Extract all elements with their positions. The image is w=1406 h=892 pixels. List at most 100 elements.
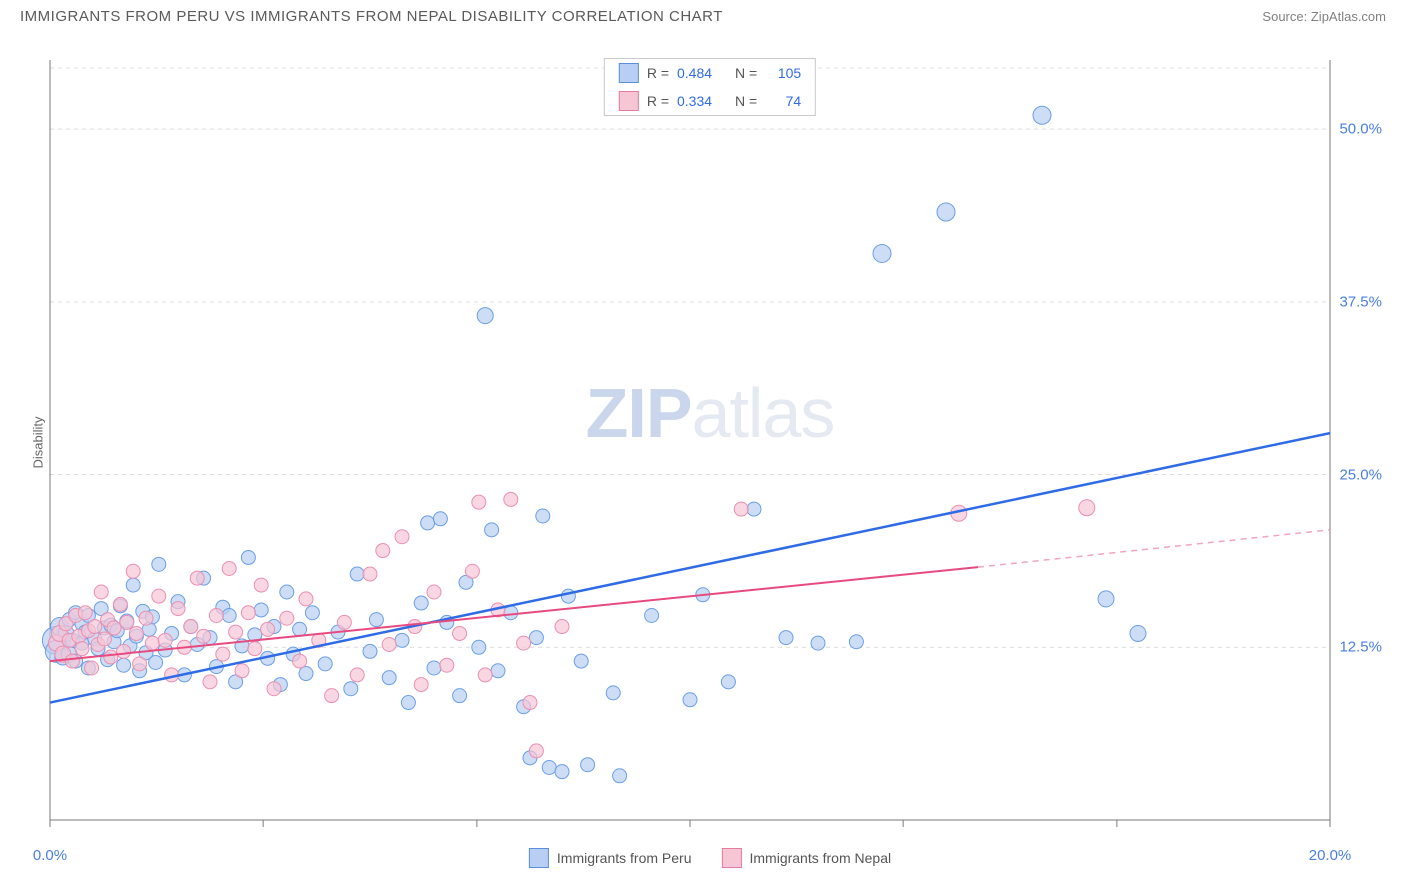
- data-point: [261, 622, 275, 636]
- data-point: [149, 655, 163, 669]
- data-point: [472, 640, 486, 654]
- data-point: [523, 696, 537, 710]
- data-point: [465, 564, 479, 578]
- data-point: [414, 596, 428, 610]
- data-point: [293, 622, 307, 636]
- data-point: [104, 650, 118, 664]
- data-point: [158, 633, 172, 647]
- data-point: [427, 585, 441, 599]
- data-point: [421, 516, 435, 530]
- data-point: [363, 567, 377, 581]
- y-tick-label: 37.5%: [1335, 293, 1386, 310]
- data-point: [433, 512, 447, 526]
- legend-swatch: [722, 848, 742, 868]
- data-point: [65, 654, 79, 668]
- series-legend: Immigrants from Peru Immigrants from Nepa…: [529, 848, 891, 868]
- legend-item: Immigrants from Nepal: [722, 848, 892, 868]
- data-point: [241, 606, 255, 620]
- data-point: [849, 635, 863, 649]
- data-point: [190, 571, 204, 585]
- data-point: [363, 644, 377, 658]
- trend-line: [50, 433, 1330, 702]
- data-point: [280, 585, 294, 599]
- source-link[interactable]: ZipAtlas.com: [1311, 9, 1386, 24]
- data-point: [254, 603, 268, 617]
- data-point: [350, 567, 364, 581]
- trend-line-extrapolated: [978, 530, 1330, 567]
- data-point: [1130, 625, 1146, 641]
- data-point: [645, 608, 659, 622]
- data-point: [414, 678, 428, 692]
- data-point: [120, 615, 134, 629]
- data-point: [280, 611, 294, 625]
- data-point: [88, 620, 102, 634]
- data-point: [344, 682, 358, 696]
- data-point: [382, 638, 396, 652]
- data-point: [117, 658, 131, 672]
- data-point: [779, 631, 793, 645]
- legend-swatch: [529, 848, 549, 868]
- data-point: [133, 657, 147, 671]
- data-point: [491, 664, 505, 678]
- data-point: [542, 760, 556, 774]
- correlation-legend: R =0.484 N =105 R =0.334 N =74: [604, 58, 816, 116]
- data-point: [203, 675, 217, 689]
- legend-row: R =0.484 N =105: [605, 59, 815, 87]
- data-point: [229, 625, 243, 639]
- data-point: [574, 654, 588, 668]
- data-point: [376, 544, 390, 558]
- data-point: [937, 203, 955, 221]
- data-point: [427, 661, 441, 675]
- data-point: [369, 613, 383, 627]
- y-tick-label: 12.5%: [1335, 639, 1386, 656]
- data-point: [477, 308, 493, 324]
- legend-row: R =0.334 N =74: [605, 87, 815, 115]
- data-point: [485, 523, 499, 537]
- data-point: [440, 658, 454, 672]
- data-point: [683, 693, 697, 707]
- data-point: [1098, 591, 1114, 607]
- data-point: [606, 686, 620, 700]
- data-point: [529, 631, 543, 645]
- data-point: [873, 244, 891, 262]
- data-point: [529, 744, 543, 758]
- data-point: [478, 668, 492, 682]
- data-point: [401, 696, 415, 710]
- data-point: [152, 557, 166, 571]
- data-point: [504, 492, 518, 506]
- data-point: [78, 606, 92, 620]
- y-tick-label: 50.0%: [1335, 121, 1386, 138]
- data-point: [171, 602, 185, 616]
- data-point: [337, 615, 351, 629]
- x-tick-label: 0.0%: [33, 847, 67, 864]
- data-point: [1079, 500, 1095, 516]
- data-point: [536, 509, 550, 523]
- data-point: [350, 668, 364, 682]
- data-point: [318, 657, 332, 671]
- source-attribution: Source: ZipAtlas.com: [1262, 9, 1386, 24]
- data-point: [97, 632, 111, 646]
- y-tick-label: 25.0%: [1335, 466, 1386, 483]
- x-tick-label: 20.0%: [1309, 847, 1352, 864]
- data-point: [581, 758, 595, 772]
- data-point: [747, 502, 761, 516]
- data-point: [453, 626, 467, 640]
- legend-swatch: [619, 91, 639, 111]
- data-point: [75, 642, 89, 656]
- data-point: [395, 633, 409, 647]
- data-point: [299, 667, 313, 681]
- scatter-plot: [40, 50, 1380, 840]
- data-point: [85, 661, 99, 675]
- data-point: [209, 608, 223, 622]
- data-point: [555, 620, 569, 634]
- data-point: [139, 611, 153, 625]
- data-point: [453, 689, 467, 703]
- data-point: [734, 502, 748, 516]
- data-point: [129, 626, 143, 640]
- data-point: [235, 664, 249, 678]
- data-point: [613, 769, 627, 783]
- data-point: [152, 589, 166, 603]
- data-point: [216, 647, 230, 661]
- legend-item: Immigrants from Peru: [529, 848, 692, 868]
- data-point: [325, 689, 339, 703]
